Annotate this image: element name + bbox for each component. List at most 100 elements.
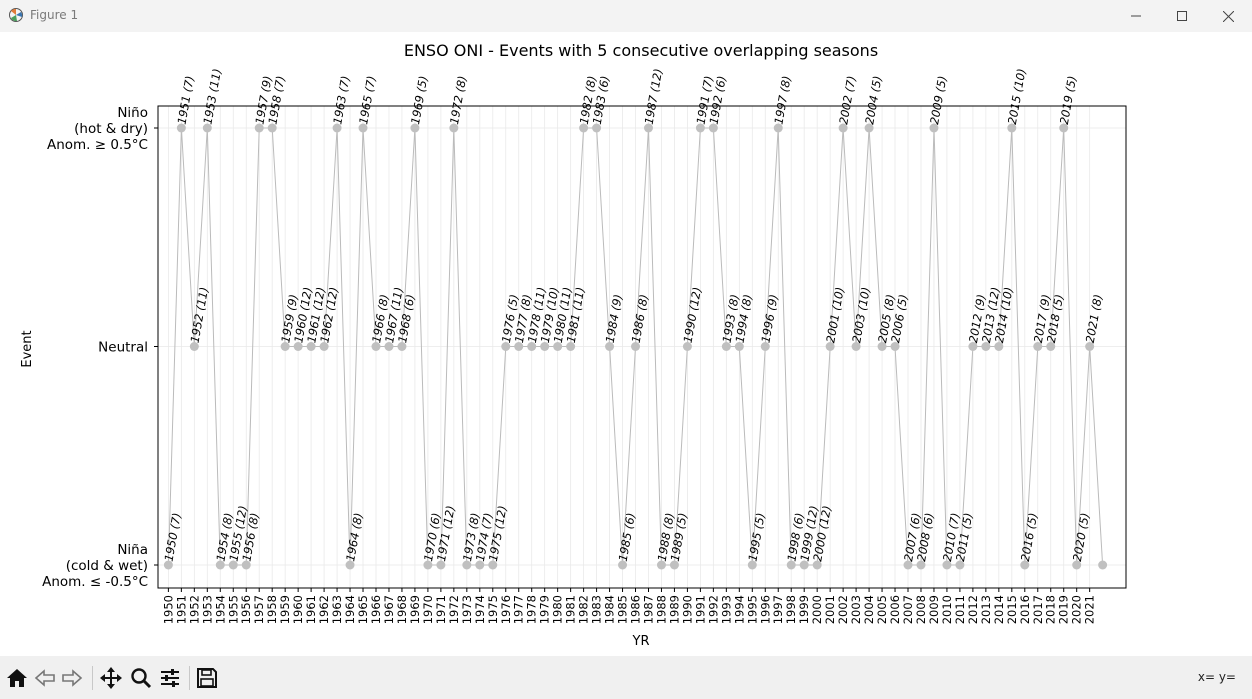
data-point-marker xyxy=(656,560,666,570)
data-point-marker xyxy=(747,560,757,570)
chart-title: ENSO ONI - Events with 5 consecutive ove… xyxy=(404,41,878,60)
data-point-label: 1964 (8) xyxy=(343,512,365,563)
x-tick-label: 1979 xyxy=(538,595,552,624)
data-point-marker xyxy=(734,342,744,351)
data-point-marker xyxy=(877,342,887,351)
x-tick-label: 1959 xyxy=(278,595,292,624)
data-point-label: 1995 (5) xyxy=(745,512,767,563)
data-point-marker xyxy=(449,123,459,133)
data-point-marker xyxy=(916,560,926,570)
chart-svg: ENSO ONI - Events with 5 consecutive ove… xyxy=(20,41,1127,649)
x-tick-label: 1958 xyxy=(265,595,279,624)
x-tick-label: 1964 xyxy=(343,595,357,624)
x-axis-ticks: 1950195119521953195419551956195719581959… xyxy=(161,588,1097,624)
data-point-label: 2009 (5) xyxy=(927,75,949,126)
data-point-marker xyxy=(890,342,900,351)
x-tick-label: 1973 xyxy=(460,595,474,624)
matplotlib-app-icon xyxy=(9,8,23,22)
back-arrow-icon xyxy=(34,669,55,687)
x-tick-label: 1965 xyxy=(356,595,370,624)
data-point-marker xyxy=(1033,342,1043,351)
data-point-marker xyxy=(721,342,731,351)
data-point-marker xyxy=(799,560,809,570)
data-point-marker xyxy=(981,342,991,351)
data-point-label: 1950 (7) xyxy=(162,512,184,563)
data-point-label: 1965 (7) xyxy=(356,75,378,126)
data-point-marker xyxy=(553,342,563,351)
pan-arrows-icon xyxy=(100,667,122,689)
x-tick-label: 1956 xyxy=(239,595,253,624)
x-tick-label: 1980 xyxy=(551,595,565,624)
y-axis-label: Event xyxy=(20,330,35,367)
data-point-marker xyxy=(1046,342,1056,351)
data-point-marker xyxy=(903,560,913,570)
y-tick-label: (cold & wet) xyxy=(66,558,148,574)
data-point-marker xyxy=(436,560,446,570)
data-point-marker xyxy=(267,123,277,133)
home-icon xyxy=(7,669,27,687)
back-button[interactable] xyxy=(30,663,60,693)
close-icon xyxy=(1222,10,1234,22)
data-point-marker xyxy=(942,560,952,570)
x-tick-label: 1991 xyxy=(693,595,707,624)
data-point-marker xyxy=(643,123,653,133)
data-point-marker xyxy=(1072,560,1082,570)
data-point-label: 1969 (5) xyxy=(408,75,430,126)
x-tick-label: 2011 xyxy=(953,595,967,624)
x-tick-label: 2009 xyxy=(927,595,941,624)
x-tick-label: 1974 xyxy=(473,595,487,624)
x-tick-label: 1950 xyxy=(161,595,175,624)
x-tick-label: 2014 xyxy=(992,595,1006,624)
configure-subplots-button[interactable] xyxy=(155,663,185,693)
x-tick-label: 1963 xyxy=(330,595,344,624)
y-axis-ticks: Niña(cold & wet)Anom. ≤ -0.5°C Neutral Niñ… xyxy=(42,105,158,590)
point-labels: 1950 (7)1951 (7)1952 (11)1953 (11)1954 (… xyxy=(162,67,1106,562)
data-point-marker xyxy=(1085,342,1095,351)
data-point-marker xyxy=(384,342,394,351)
y-tick-label: Niño xyxy=(117,105,148,121)
x-tick-label: 1966 xyxy=(369,595,383,624)
data-point-label: 1963 (7) xyxy=(330,75,352,126)
data-point-marker xyxy=(851,342,861,351)
minimize-button[interactable] xyxy=(1113,0,1159,32)
save-figure-button[interactable] xyxy=(192,663,222,693)
zoom-button[interactable] xyxy=(126,663,156,693)
x-axis-label: YR xyxy=(632,634,650,649)
home-button[interactable] xyxy=(2,663,32,693)
data-point-marker xyxy=(189,342,199,351)
data-point-label: 1984 (9) xyxy=(603,293,625,344)
x-tick-label: 2004 xyxy=(862,595,876,624)
data-point-marker xyxy=(631,342,641,351)
x-tick-label: 1954 xyxy=(213,595,227,624)
x-tick-label: 2010 xyxy=(940,595,954,624)
data-point-label: 1951 (7) xyxy=(175,75,197,126)
data-point-label: 2002 (7) xyxy=(836,75,858,126)
x-tick-label: 1957 xyxy=(252,595,266,624)
close-button[interactable] xyxy=(1205,0,1251,32)
data-point-label: 1996 (9) xyxy=(758,293,780,344)
figure-canvas[interactable]: ENSO ONI - Events with 5 consecutive ove… xyxy=(0,32,1252,656)
data-point-marker xyxy=(669,560,679,570)
x-tick-label: 2008 xyxy=(914,595,928,624)
x-tick-label: 2020 xyxy=(1070,595,1084,624)
floppy-disk-icon xyxy=(197,668,217,688)
forward-button[interactable] xyxy=(57,663,87,693)
x-tick-label: 1981 xyxy=(564,595,578,624)
x-tick-label: 2019 xyxy=(1057,595,1071,624)
data-point-marker xyxy=(397,342,407,351)
data-point-marker xyxy=(228,560,238,570)
data-point-marker xyxy=(955,560,965,570)
data-point-marker xyxy=(773,123,783,133)
minimize-icon xyxy=(1131,15,1141,17)
maximize-button[interactable] xyxy=(1159,0,1205,32)
data-point-label: 2020 (5) xyxy=(1070,512,1092,563)
data-point-marker xyxy=(358,123,368,133)
x-tick-label: 1978 xyxy=(525,595,539,624)
x-tick-label: 2013 xyxy=(979,595,993,624)
data-point-marker xyxy=(410,123,420,133)
data-point-marker xyxy=(838,123,848,133)
data-point-marker xyxy=(319,342,329,351)
x-tick-label: 1995 xyxy=(745,595,759,624)
pan-button[interactable] xyxy=(96,663,126,693)
data-point-marker xyxy=(760,342,770,351)
